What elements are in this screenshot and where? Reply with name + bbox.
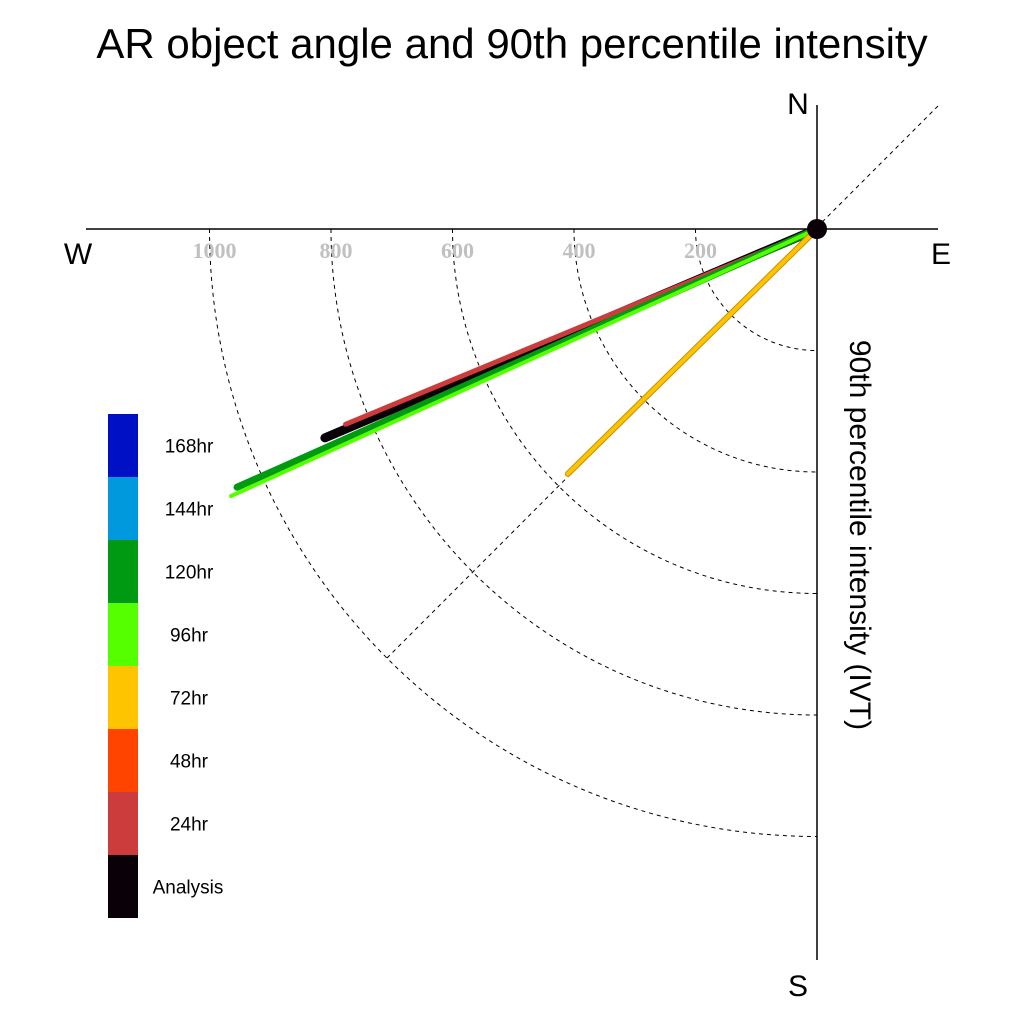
diagonal-guide xyxy=(386,105,939,659)
legend: 168hr 144hr 120hr 96hr 72hr 48hr 24hr Analysis xyxy=(108,414,223,918)
legend-swatch xyxy=(108,540,138,603)
chart-title: AR object angle and 90th percentile inte… xyxy=(96,20,927,67)
legend-swatch xyxy=(108,666,138,729)
legend-swatch xyxy=(108,477,138,540)
tick-label: 200 xyxy=(684,238,717,263)
series xyxy=(229,224,822,499)
series-line xyxy=(229,227,819,499)
legend-label: 96hr xyxy=(170,626,209,647)
compass-west: W xyxy=(64,238,93,271)
tick-label: 800 xyxy=(320,238,353,263)
axes xyxy=(86,105,939,960)
radial-ticks: 200 400 600 800 1000 xyxy=(193,238,718,263)
grid xyxy=(209,228,818,837)
origin-marker xyxy=(807,219,827,239)
legend-label: Analysis xyxy=(153,878,224,899)
series-line xyxy=(565,227,819,476)
compass-south: S xyxy=(788,970,808,1003)
legend-label: 24hr xyxy=(170,815,209,836)
tick-label: 600 xyxy=(441,238,474,263)
legend-swatch xyxy=(108,855,138,918)
legend-label: 120hr xyxy=(165,563,214,584)
legend-swatch xyxy=(108,603,138,666)
grid-arc xyxy=(209,228,818,837)
tick-label: 400 xyxy=(563,238,596,263)
y-axis-label: 90th percentile intensity (IVT) xyxy=(843,340,876,730)
legend-label: 72hr xyxy=(170,689,209,710)
legend-swatch xyxy=(108,729,138,792)
legend-label: 168hr xyxy=(165,437,214,458)
grid-arc xyxy=(695,228,818,351)
compass-north: N xyxy=(787,88,809,121)
legend-swatch xyxy=(108,414,138,477)
grid-arc xyxy=(330,228,818,716)
legend-label: 48hr xyxy=(170,752,209,773)
compass-east: E xyxy=(931,238,951,271)
legend-label: 144hr xyxy=(165,500,214,521)
tick-label: 1000 xyxy=(193,238,237,263)
legend-swatch xyxy=(108,792,138,855)
